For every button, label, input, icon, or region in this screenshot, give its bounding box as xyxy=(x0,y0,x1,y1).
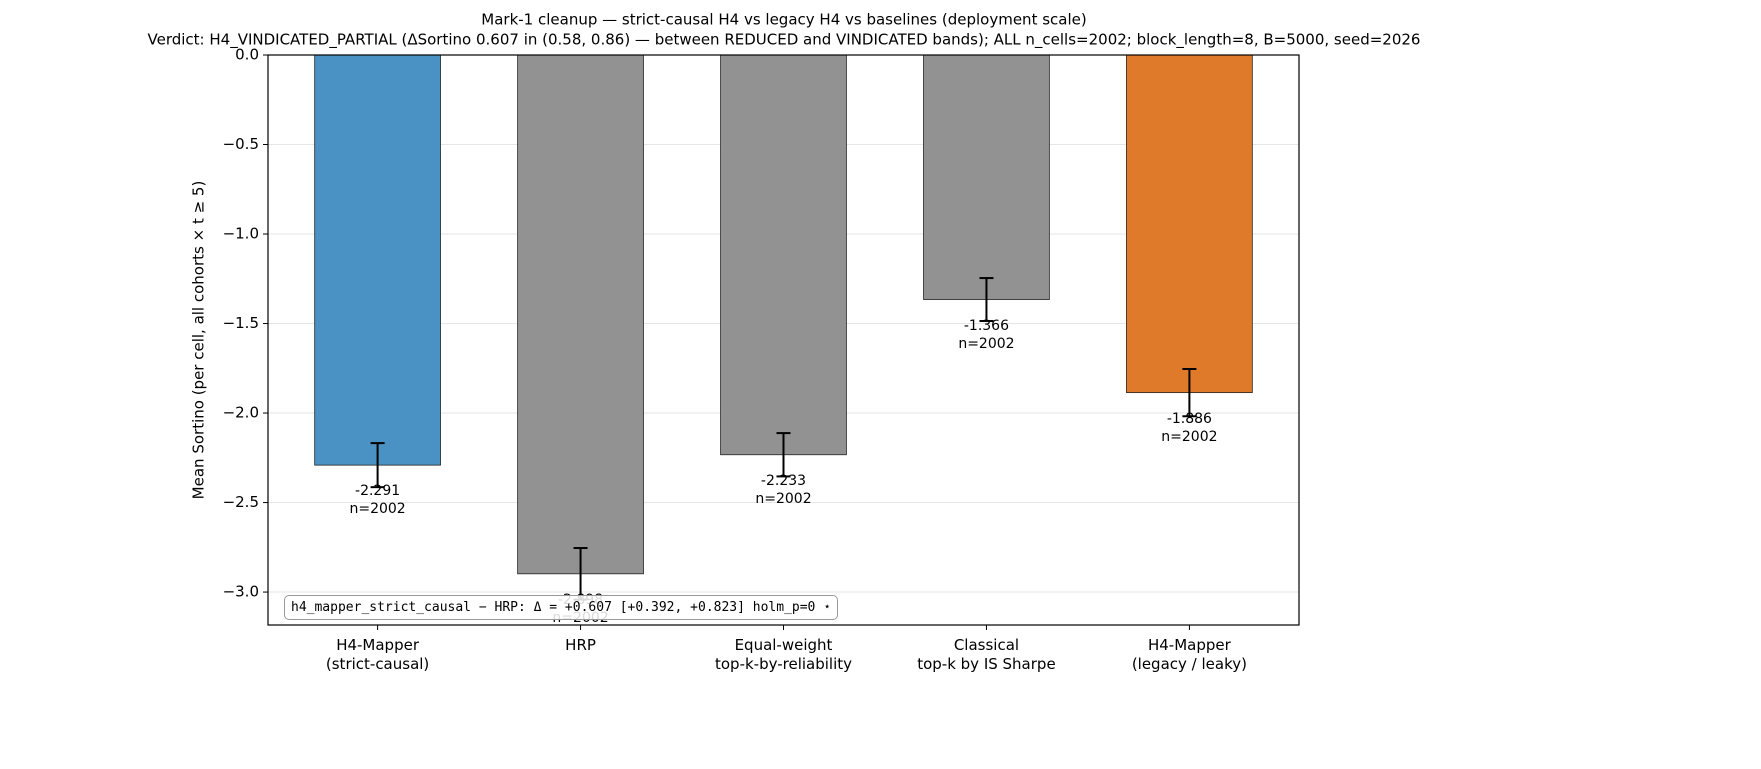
y-tick-label: −0.5 xyxy=(223,135,259,153)
y-tick-label: −2.5 xyxy=(223,493,259,511)
y-tick-label: −2.0 xyxy=(223,404,259,422)
y-axis-label: Mean Sortino (per cell, all cohorts × t … xyxy=(190,181,208,500)
bar xyxy=(720,54,847,456)
x-tick-label: HRP xyxy=(565,636,596,654)
bar xyxy=(923,54,1050,300)
n-label: n=2002 xyxy=(755,490,812,507)
value-label: -2.291 xyxy=(355,483,401,500)
y-tick-label: −1.5 xyxy=(223,314,259,332)
bar xyxy=(517,54,644,575)
bar xyxy=(1126,54,1253,394)
x-tick-label: H4-Mapper (legacy / leaky) xyxy=(1131,636,1247,673)
n-label: n=2002 xyxy=(958,335,1015,352)
value-label: -2.233 xyxy=(760,472,807,489)
y-tick-label: 0.0 xyxy=(235,46,259,64)
value-label: -1.886 xyxy=(1166,410,1212,427)
n-label: n=2002 xyxy=(1161,428,1218,445)
bar xyxy=(314,54,441,466)
chart-subtitle: Verdict: H4_VINDICATED_PARTIAL (ΔSortino… xyxy=(148,31,1421,50)
x-tick-label: Equal-weight top-k-by-reliability xyxy=(714,636,853,673)
value-label: -1.366 xyxy=(963,317,1010,334)
y-tick-label: −1.0 xyxy=(223,225,259,243)
y-tick-label: −3.0 xyxy=(223,583,259,601)
x-tick-label: Classical top-k by IS Sharpe xyxy=(917,636,1056,673)
n-label: n=2002 xyxy=(349,501,406,518)
x-tick-label: H4-Mapper (strict-causal) xyxy=(325,636,430,673)
chart-title: Mark-1 cleanup — strict-causal H4 vs leg… xyxy=(481,11,1086,29)
plot-frame xyxy=(267,54,1300,626)
annotation: h4_mapper_strict_causal − HRP: Δ = +0.60… xyxy=(284,595,839,620)
